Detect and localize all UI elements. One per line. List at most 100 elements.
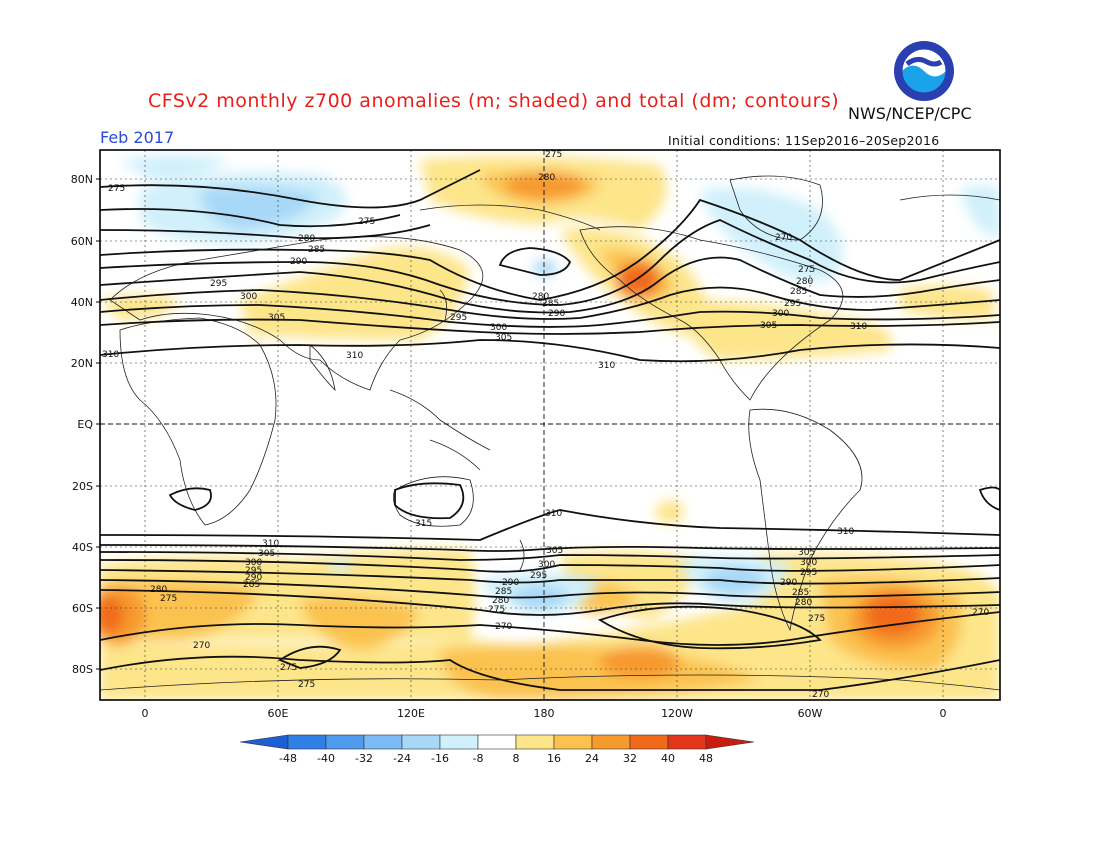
lat-label: 60S xyxy=(72,602,93,615)
contour-label: 295 xyxy=(245,566,262,576)
contour-label: 275 xyxy=(298,680,315,690)
contour-label: 275 xyxy=(160,594,177,604)
contour-label: 280 xyxy=(538,173,555,183)
lat-label: 20N xyxy=(71,357,93,370)
contour-label: 300 xyxy=(800,558,817,568)
contour-label: 275 xyxy=(545,150,562,160)
colorbar-label: 16 xyxy=(547,752,561,765)
initial-conditions: Initial conditions: 11Sep2016–20Sep2016 xyxy=(668,133,940,148)
contour-label: 310 xyxy=(346,351,363,361)
contour-label: 270 xyxy=(972,608,989,618)
colorbar-arrow-high xyxy=(705,734,755,750)
lon-label: 0 xyxy=(142,707,149,720)
contour-label: 275 xyxy=(280,663,297,673)
contour-label: 275 xyxy=(358,217,375,227)
contour-label: 270 xyxy=(812,690,829,700)
contour-label: 305 xyxy=(268,313,285,323)
lon-label: 60W xyxy=(798,707,823,720)
contour-label: 270 xyxy=(193,641,210,651)
contour-label: 295 xyxy=(210,279,227,289)
lon-label: 180 xyxy=(534,707,555,720)
colorbar-swatch xyxy=(667,734,707,750)
contour-label: 290 xyxy=(780,578,797,588)
contour-label: 295 xyxy=(800,568,817,578)
map-frame xyxy=(99,149,1001,701)
contour-label: 290 xyxy=(245,573,262,583)
colorbar-swatch xyxy=(553,734,593,750)
contour-label: 315 xyxy=(415,519,432,529)
colorbar-swatch xyxy=(629,734,669,750)
contour-label: 310 xyxy=(850,322,867,332)
colorbar-label: 24 xyxy=(585,752,599,765)
lat-label: EQ xyxy=(77,418,93,431)
contour-label: 285 xyxy=(542,299,559,309)
contour-label: 310 xyxy=(262,539,279,549)
contour-labels: 275 275 280 285 290 295 300 305 295 300 … xyxy=(102,150,989,700)
lon-label: 120W xyxy=(661,707,693,720)
contour-label: 305 xyxy=(760,321,777,331)
contour-label: 290 xyxy=(548,309,565,319)
contour-label: 300 xyxy=(538,560,555,570)
lat-label: 80S xyxy=(72,663,93,676)
longitude-axis: 0 60E 120E 180 120W 60W 0 xyxy=(142,707,947,720)
noaa-logo-icon xyxy=(894,41,954,101)
colorbar-swatch xyxy=(401,734,441,750)
colorbar-arrow-low xyxy=(239,734,289,750)
colorbar-label: -40 xyxy=(317,752,335,765)
contour-label: 305 xyxy=(546,546,563,556)
contour-label: 270 xyxy=(495,622,512,632)
colorbar-label: -32 xyxy=(355,752,373,765)
contour-label: 275 xyxy=(108,184,125,194)
contour-label: 280 xyxy=(492,596,509,606)
contour-label: 285 xyxy=(308,245,325,255)
lat-label: 40S xyxy=(72,541,93,554)
contour-label: 310 xyxy=(598,361,615,371)
lat-label: 80N xyxy=(71,173,93,186)
contour-label: 310 xyxy=(545,509,562,519)
colorbar-label: 48 xyxy=(699,752,713,765)
lat-label: 60N xyxy=(71,235,93,248)
lat-label: 40N xyxy=(71,296,93,309)
lon-label: 60E xyxy=(268,707,289,720)
colorbar-swatch xyxy=(363,734,403,750)
contour-label: 280 xyxy=(150,585,167,595)
contour-label: 290 xyxy=(290,257,307,267)
contour-label: 285 xyxy=(243,580,260,590)
contour-label: 275 xyxy=(488,605,505,615)
colorbar-label: -16 xyxy=(431,752,449,765)
contour-label: 270 xyxy=(775,233,792,243)
chart-title: CFSv2 monthly z700 anomalies (m; shaded)… xyxy=(148,90,840,112)
colorbar-swatch xyxy=(477,734,517,750)
colorbar-label: -48 xyxy=(279,752,297,765)
contour-label: 280 xyxy=(532,292,549,302)
contour-label: 275 xyxy=(808,614,825,624)
contour-label: 300 xyxy=(240,292,257,302)
colorbar-swatch xyxy=(287,734,327,750)
contour-label: 280 xyxy=(796,277,813,287)
height-contours xyxy=(100,169,1000,691)
contour-label: 295 xyxy=(530,571,547,581)
lon-label: 120E xyxy=(397,707,425,720)
colorbar: -48 -40 -32 -24 -16 -8 8 16 24 32 40 48 xyxy=(239,734,755,765)
colorbar-label: 8 xyxy=(513,752,520,765)
contour-label: 285 xyxy=(495,587,512,597)
colorbar-label: -24 xyxy=(393,752,411,765)
latitude-ticks xyxy=(96,178,100,670)
colorbar-label: 40 xyxy=(661,752,675,765)
contour-label: 290 xyxy=(502,578,519,588)
colorbar-label: -8 xyxy=(473,752,484,765)
contour-label: 295 xyxy=(784,299,801,309)
latitude-axis: 80N 60N 40N 20N EQ 20S 40S 60S 80S xyxy=(71,173,94,676)
contour-label: 305 xyxy=(798,548,815,558)
coastlines xyxy=(100,175,1000,691)
contour-label: 310 xyxy=(102,350,119,360)
colorbar-swatch xyxy=(591,734,631,750)
colorbar-swatch xyxy=(439,734,479,750)
contour-label: 300 xyxy=(490,323,507,333)
contour-label: 285 xyxy=(792,588,809,598)
contour-label: 305 xyxy=(495,333,512,343)
reference-lines xyxy=(100,150,1000,700)
contour-label: 310 xyxy=(837,527,854,537)
lon-label: 0 xyxy=(940,707,947,720)
